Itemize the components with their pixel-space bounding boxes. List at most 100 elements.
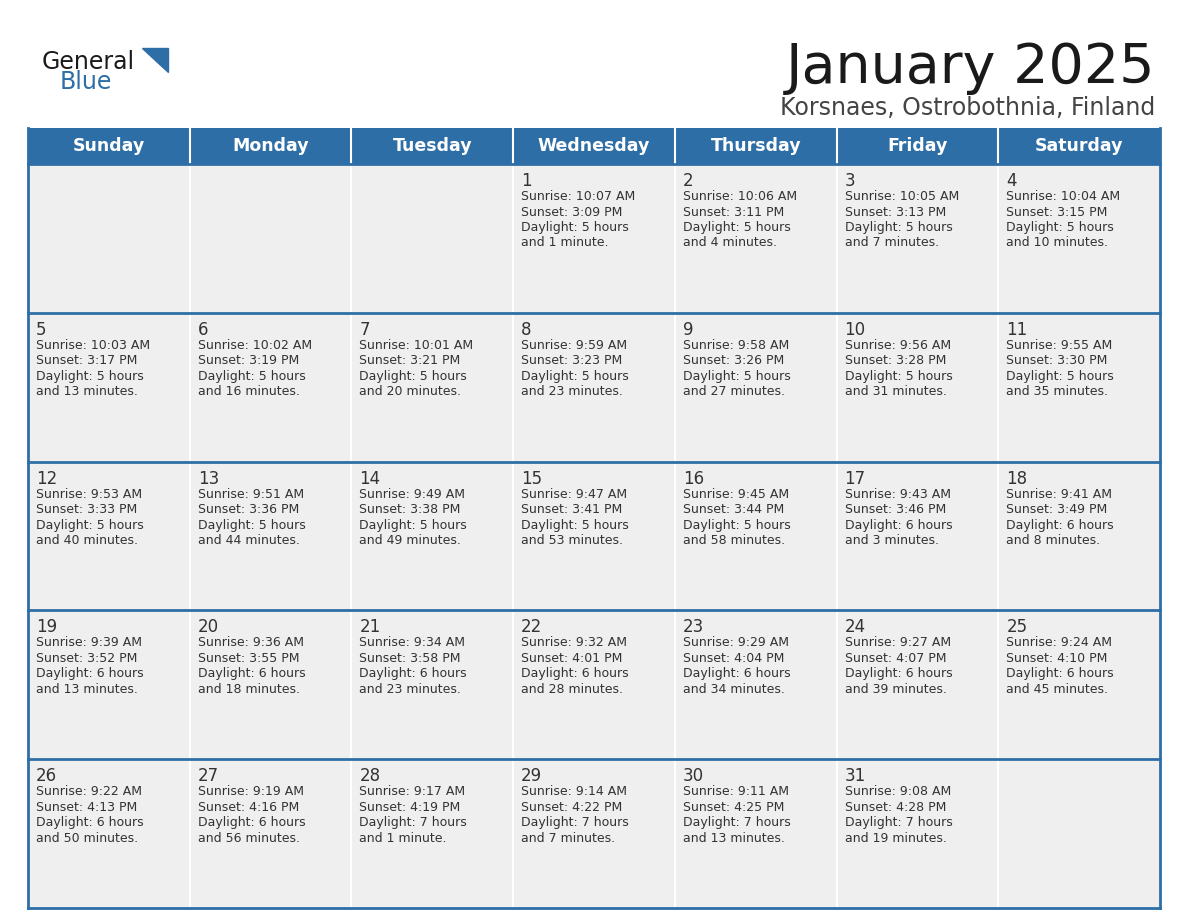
Text: Sunset: 3:58 PM: Sunset: 3:58 PM	[360, 652, 461, 665]
Text: and 7 minutes.: and 7 minutes.	[522, 832, 615, 845]
Text: Sunrise: 10:04 AM: Sunrise: 10:04 AM	[1006, 190, 1120, 203]
Bar	[29, 462, 1159, 610]
Text: Sunset: 3:23 PM: Sunset: 3:23 PM	[522, 354, 623, 367]
Text: Sunrise: 9:59 AM: Sunrise: 9:59 AM	[522, 339, 627, 352]
Text: and 8 minutes.: and 8 minutes.	[1006, 534, 1100, 547]
Text: Sunset: 3:38 PM: Sunset: 3:38 PM	[360, 503, 461, 516]
Text: Monday: Monday	[233, 137, 309, 155]
Text: Sunset: 4:07 PM: Sunset: 4:07 PM	[845, 652, 946, 665]
Text: Daylight: 5 hours: Daylight: 5 hours	[1006, 370, 1114, 383]
Text: Daylight: 6 hours: Daylight: 6 hours	[845, 519, 953, 532]
Text: and 28 minutes.: and 28 minutes.	[522, 683, 624, 696]
Text: Sunrise: 9:32 AM: Sunrise: 9:32 AM	[522, 636, 627, 649]
Text: and 13 minutes.: and 13 minutes.	[36, 683, 138, 696]
Text: 29: 29	[522, 767, 542, 785]
Bar	[836, 128, 998, 164]
Text: Daylight: 5 hours: Daylight: 5 hours	[683, 370, 790, 383]
Text: 19: 19	[36, 619, 57, 636]
Text: 6: 6	[197, 320, 208, 339]
Text: Sunrise: 9:58 AM: Sunrise: 9:58 AM	[683, 339, 789, 352]
Text: and 1 minute.: and 1 minute.	[360, 832, 447, 845]
Text: and 56 minutes.: and 56 minutes.	[197, 832, 299, 845]
Text: Daylight: 5 hours: Daylight: 5 hours	[845, 370, 953, 383]
Text: Sunset: 3:33 PM: Sunset: 3:33 PM	[36, 503, 138, 516]
Text: Sunrise: 9:49 AM: Sunrise: 9:49 AM	[360, 487, 466, 500]
Text: and 23 minutes.: and 23 minutes.	[522, 386, 623, 398]
Text: and 27 minutes.: and 27 minutes.	[683, 386, 785, 398]
Text: Daylight: 5 hours: Daylight: 5 hours	[197, 519, 305, 532]
Text: Sunrise: 10:02 AM: Sunrise: 10:02 AM	[197, 339, 311, 352]
Text: Daylight: 6 hours: Daylight: 6 hours	[36, 667, 144, 680]
Text: Daylight: 7 hours: Daylight: 7 hours	[683, 816, 790, 829]
Text: Sunrise: 9:29 AM: Sunrise: 9:29 AM	[683, 636, 789, 649]
Text: Daylight: 5 hours: Daylight: 5 hours	[36, 370, 144, 383]
Text: Sunset: 3:21 PM: Sunset: 3:21 PM	[360, 354, 461, 367]
Text: Daylight: 7 hours: Daylight: 7 hours	[522, 816, 628, 829]
Text: 20: 20	[197, 619, 219, 636]
Text: Sunset: 3:09 PM: Sunset: 3:09 PM	[522, 206, 623, 218]
Text: and 7 minutes.: and 7 minutes.	[845, 237, 939, 250]
Text: and 45 minutes.: and 45 minutes.	[1006, 683, 1108, 696]
Text: Sunrise: 9:47 AM: Sunrise: 9:47 AM	[522, 487, 627, 500]
Polygon shape	[143, 48, 168, 72]
Text: 26: 26	[36, 767, 57, 785]
Text: Sunrise: 9:56 AM: Sunrise: 9:56 AM	[845, 339, 950, 352]
Text: Sunset: 3:28 PM: Sunset: 3:28 PM	[845, 354, 946, 367]
Text: Sunday: Sunday	[72, 137, 145, 155]
Text: Sunset: 3:55 PM: Sunset: 3:55 PM	[197, 652, 299, 665]
Text: Friday: Friday	[887, 137, 948, 155]
Text: and 1 minute.: and 1 minute.	[522, 237, 608, 250]
Text: 17: 17	[845, 470, 866, 487]
Text: January 2025: January 2025	[785, 41, 1155, 95]
Text: 9: 9	[683, 320, 694, 339]
Text: and 18 minutes.: and 18 minutes.	[197, 683, 299, 696]
Text: and 23 minutes.: and 23 minutes.	[360, 683, 461, 696]
Text: Daylight: 6 hours: Daylight: 6 hours	[683, 667, 790, 680]
Text: 12: 12	[36, 470, 57, 487]
Text: Sunrise: 10:07 AM: Sunrise: 10:07 AM	[522, 190, 636, 203]
Text: Sunset: 3:49 PM: Sunset: 3:49 PM	[1006, 503, 1107, 516]
Text: and 20 minutes.: and 20 minutes.	[360, 386, 461, 398]
Text: Daylight: 5 hours: Daylight: 5 hours	[197, 370, 305, 383]
Text: Blue: Blue	[61, 70, 113, 94]
Text: Sunrise: 10:05 AM: Sunrise: 10:05 AM	[845, 190, 959, 203]
Bar	[29, 164, 1159, 313]
Text: Sunset: 3:46 PM: Sunset: 3:46 PM	[845, 503, 946, 516]
Text: Sunrise: 10:03 AM: Sunrise: 10:03 AM	[36, 339, 150, 352]
Text: Daylight: 5 hours: Daylight: 5 hours	[683, 519, 790, 532]
Text: and 19 minutes.: and 19 minutes.	[845, 832, 947, 845]
Text: Daylight: 5 hours: Daylight: 5 hours	[36, 519, 144, 532]
Text: Sunset: 4:25 PM: Sunset: 4:25 PM	[683, 800, 784, 813]
Text: Saturday: Saturday	[1035, 137, 1124, 155]
Text: 11: 11	[1006, 320, 1028, 339]
Text: and 4 minutes.: and 4 minutes.	[683, 237, 777, 250]
Text: Daylight: 5 hours: Daylight: 5 hours	[522, 370, 628, 383]
Text: 18: 18	[1006, 470, 1028, 487]
Text: Sunset: 3:17 PM: Sunset: 3:17 PM	[36, 354, 138, 367]
Text: 25: 25	[1006, 619, 1028, 636]
Text: Daylight: 6 hours: Daylight: 6 hours	[197, 816, 305, 829]
Bar	[675, 128, 836, 164]
Text: 14: 14	[360, 470, 380, 487]
Text: Sunset: 3:41 PM: Sunset: 3:41 PM	[522, 503, 623, 516]
Text: Sunset: 3:30 PM: Sunset: 3:30 PM	[1006, 354, 1107, 367]
Text: 13: 13	[197, 470, 219, 487]
Text: and 40 minutes.: and 40 minutes.	[36, 534, 138, 547]
Text: and 53 minutes.: and 53 minutes.	[522, 534, 624, 547]
Text: 8: 8	[522, 320, 532, 339]
Text: Sunset: 4:22 PM: Sunset: 4:22 PM	[522, 800, 623, 813]
Text: Sunset: 3:26 PM: Sunset: 3:26 PM	[683, 354, 784, 367]
Text: 30: 30	[683, 767, 704, 785]
Text: Sunrise: 9:08 AM: Sunrise: 9:08 AM	[845, 785, 950, 798]
Text: Sunrise: 9:27 AM: Sunrise: 9:27 AM	[845, 636, 950, 649]
Bar	[513, 128, 675, 164]
Text: Sunrise: 9:43 AM: Sunrise: 9:43 AM	[845, 487, 950, 500]
Text: Sunrise: 9:41 AM: Sunrise: 9:41 AM	[1006, 487, 1112, 500]
Text: General: General	[42, 50, 135, 74]
Text: and 16 minutes.: and 16 minutes.	[197, 386, 299, 398]
Text: and 58 minutes.: and 58 minutes.	[683, 534, 785, 547]
Text: 28: 28	[360, 767, 380, 785]
Text: Sunset: 4:04 PM: Sunset: 4:04 PM	[683, 652, 784, 665]
Text: Sunset: 4:19 PM: Sunset: 4:19 PM	[360, 800, 461, 813]
Text: Daylight: 6 hours: Daylight: 6 hours	[360, 667, 467, 680]
